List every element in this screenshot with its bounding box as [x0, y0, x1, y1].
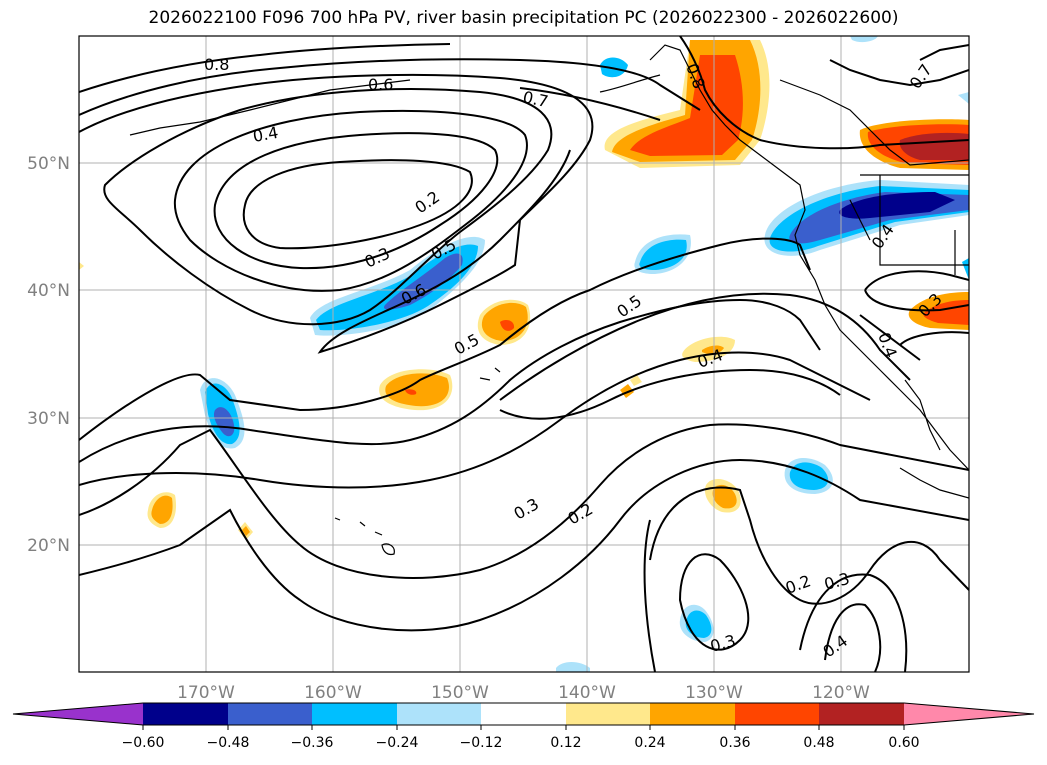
colorbar-tick: 0.24 [634, 735, 665, 751]
colorbar-extend-low [13, 703, 143, 725]
lat-label-30n: 30°N [27, 409, 70, 429]
lon-label-170w: 170°W [177, 683, 235, 703]
colorbar-tick: −0.36 [291, 735, 334, 751]
precip-shading [79, 36, 969, 672]
colorbar-tick: 0.12 [550, 735, 581, 751]
lon-label-120w: 120°W [812, 683, 870, 703]
colorbar-segment [735, 703, 819, 725]
colorbar-extend-high [904, 703, 1034, 725]
colorbar: −0.60 −0.48 −0.36 −0.24 −0.12 0.12 0.24 … [12, 702, 1035, 751]
colorbar-tick: −0.24 [376, 735, 419, 751]
colorbar-tick: −0.60 [122, 735, 165, 751]
colorbar-tick: −0.12 [460, 735, 503, 751]
lon-label-160w: 160°W [304, 683, 362, 703]
lat-label-20n: 20°N [27, 536, 70, 556]
colorbar-tick: −0.48 [207, 735, 250, 751]
contour-label: 0.4 [251, 123, 279, 146]
colorbar-tick: 0.60 [888, 735, 919, 751]
colorbar-segment [228, 703, 312, 725]
lon-labels: 170°W 160°W 150°W 140°W 130°W 120°W [177, 683, 870, 703]
colorbar-segment [143, 703, 228, 725]
colorbar-segment [819, 703, 904, 725]
coastlines [129, 44, 969, 556]
colorbar-segment [397, 703, 481, 725]
pv-contours [79, 36, 969, 672]
colorbar-segment [650, 703, 735, 725]
lon-label-130w: 130°W [685, 683, 743, 703]
colorbar-tick: 0.48 [803, 735, 834, 751]
lon-label-140w: 140°W [558, 683, 616, 703]
colorbar-segment [481, 703, 566, 725]
contour-label: 0.7 [521, 87, 550, 111]
colorbar-tick: 0.36 [719, 735, 750, 751]
contour-label: 0.8 [204, 55, 229, 74]
lon-label-150w: 150°W [431, 683, 489, 703]
colorbar-segment [566, 703, 650, 725]
lat-label-40n: 40°N [27, 281, 70, 301]
colorbar-segment [312, 703, 397, 725]
map-frame [78, 35, 970, 673]
lat-label-50n: 50°N [27, 154, 70, 174]
map-title: 2026022100 F096 700 hPa PV, river basin … [148, 8, 899, 28]
lat-labels: 20°N 30°N 40°N 50°N [27, 154, 70, 556]
contour-label: 0.6 [368, 75, 393, 94]
